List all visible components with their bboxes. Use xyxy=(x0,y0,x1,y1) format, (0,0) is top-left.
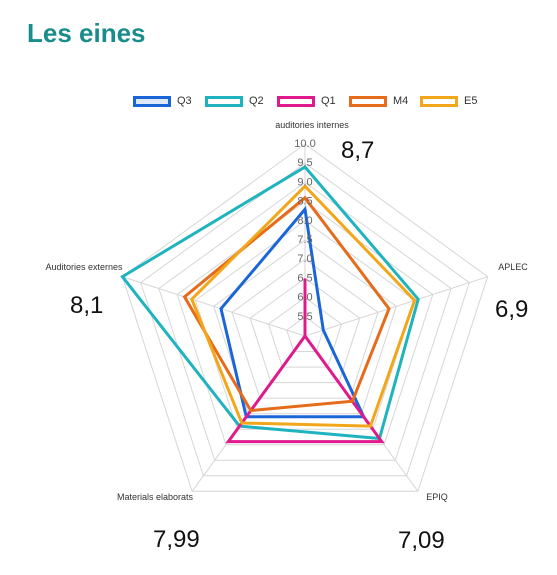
axis-average-auditories-externes: 8,1 xyxy=(70,292,104,319)
legend-item-q1[interactable]: Q1 xyxy=(277,93,336,109)
grid-ring xyxy=(213,239,397,415)
tick-label: 6.0 xyxy=(297,292,312,304)
legend-swatch xyxy=(349,95,387,107)
grid-ring xyxy=(140,162,470,477)
legend-item-q2[interactable]: Q2 xyxy=(205,93,264,109)
grid-spoke xyxy=(304,276,488,337)
grid-ring xyxy=(249,277,361,384)
tick-label: 9.5 xyxy=(297,157,312,169)
tick-label: 10.0 xyxy=(294,138,315,150)
tick-label: 6.5 xyxy=(297,272,312,284)
axis-label: EPIQ xyxy=(426,492,448,502)
axis-average-epiq: 7,09 xyxy=(398,527,445,554)
axis-label: APLEC xyxy=(498,262,528,272)
tick-label: 8.0 xyxy=(297,215,312,227)
legend-swatch xyxy=(133,95,171,107)
legend-swatch xyxy=(277,95,315,107)
axis-label: auditories internes xyxy=(275,120,349,130)
series-e5 xyxy=(190,184,417,428)
tick-label: 7.0 xyxy=(297,253,312,265)
axis-label: Materials elaborats xyxy=(117,492,194,502)
legend-label: E5 xyxy=(464,95,478,107)
grid-ring xyxy=(121,143,489,492)
grid-ring xyxy=(194,220,416,430)
series-q2 xyxy=(120,165,420,441)
series-q1 xyxy=(225,278,385,444)
legend-label: Q1 xyxy=(321,95,336,107)
legend-label: Q2 xyxy=(249,95,264,107)
legend-label: Q3 xyxy=(177,95,192,107)
legend-swatch xyxy=(420,95,458,107)
tick-label: 5.5 xyxy=(297,311,312,323)
legend-swatch xyxy=(205,95,243,107)
tick-label: 7.5 xyxy=(297,234,312,246)
tick-label: 9.0 xyxy=(297,176,312,188)
axis-label: Auditories externes xyxy=(45,262,123,272)
grid-ring xyxy=(267,296,343,368)
legend-item-q3[interactable]: Q3 xyxy=(133,93,192,109)
series-m4 xyxy=(182,195,391,413)
legend-item-e5[interactable]: E5 xyxy=(420,93,477,109)
legend-item-m4[interactable]: M4 xyxy=(349,93,408,109)
grid-ring xyxy=(286,316,324,352)
axis-average-aplec: 6,9 xyxy=(495,296,529,323)
axis-average-materials-elaborats: 7,99 xyxy=(153,526,200,553)
grid-ring xyxy=(176,200,434,446)
grid-ring xyxy=(231,258,379,399)
grid-spoke xyxy=(122,276,306,337)
grid-ring xyxy=(158,181,452,461)
legend-label: M4 xyxy=(393,95,409,107)
axis-average-auditories-internes: 8,7 xyxy=(341,137,375,164)
series-q3 xyxy=(219,205,367,419)
chart-legend: Q3 Q2 Q1 M4 E5 xyxy=(0,93,557,109)
page-title: Les eines xyxy=(27,18,146,48)
tick-label: 8.5 xyxy=(297,196,312,208)
